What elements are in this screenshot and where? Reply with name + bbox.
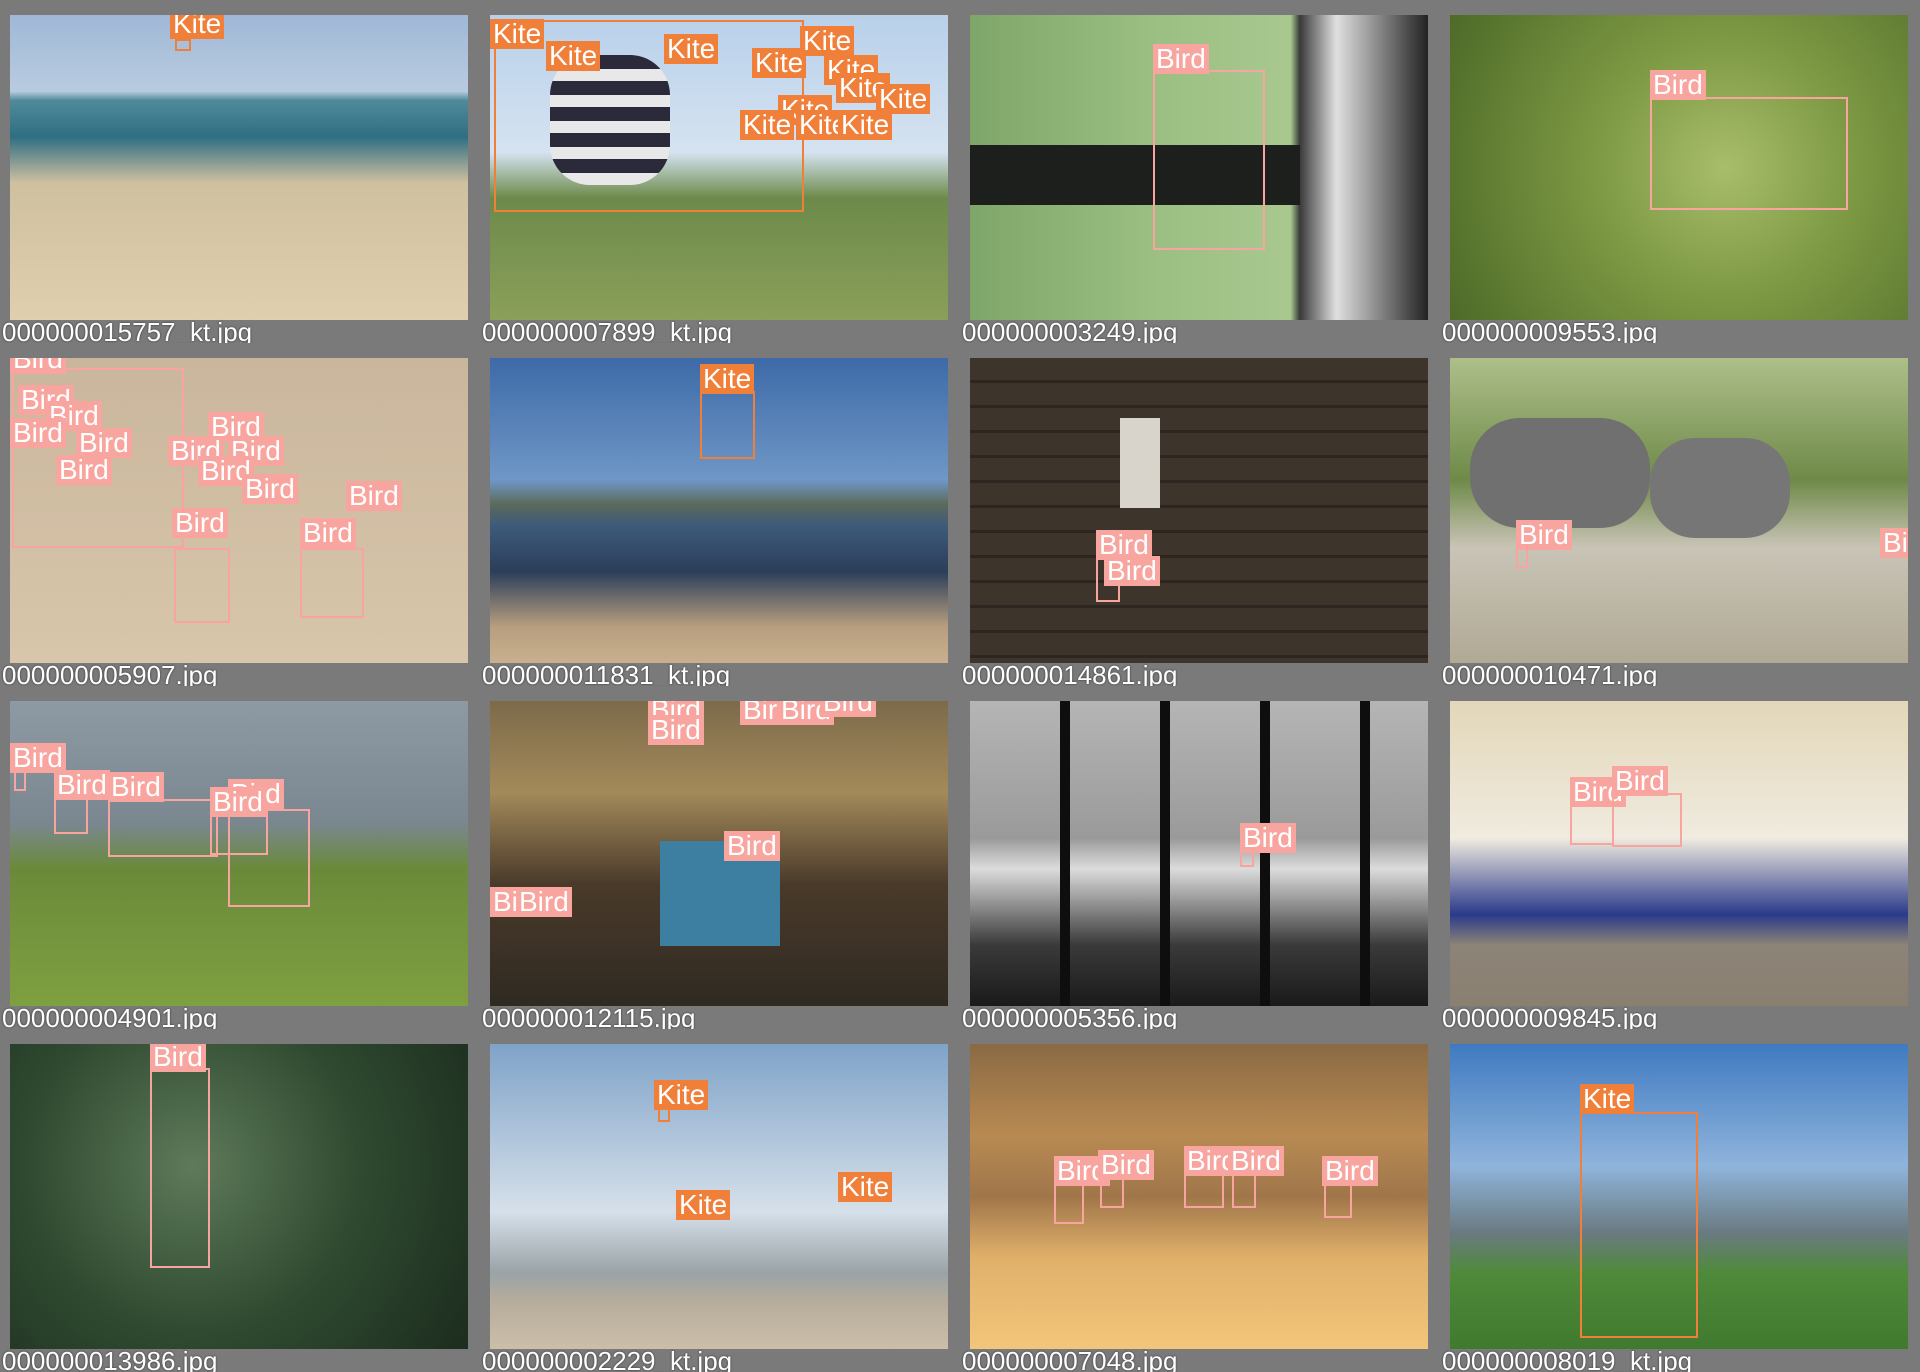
man-with-kite-photo: Kite [1450,1044,1908,1349]
tile-filename: 000000003249.jpg [962,317,1178,343]
hawk-in-foliage-photo: Bird [10,1044,468,1349]
tile-filename: 000000005907.jpg [2,660,218,686]
bird-label: Bird [56,455,112,485]
kite-label: Kite [824,55,879,85]
tile-filename: 000000007899_kt.jpg [482,317,733,343]
image-tile[interactable]: Bird 000000009553.jpg [1440,0,1920,343]
tile-filename: 000000010471.jpg [1442,660,1658,686]
tile-filename: 000000011831_kt.jpg [482,660,731,686]
people-on-beach-photo: Kite Kite Kite [490,1044,948,1349]
image-tile[interactable]: Kite Kite Kite Kite Kite Kite Kite Kite … [480,0,960,343]
kite-label: Kite [490,19,545,49]
tile-filename: 000000005356.jpg [962,1003,1178,1029]
tile-filename: 000000009845.jpg [1442,1003,1658,1029]
tile-filename: 000000002229_kt.jpg [482,1346,733,1372]
child-with-kites-photo: Kite Kite Kite Kite Kite Kite Kite Kite … [490,15,948,320]
image-tile[interactable]: Bird Bird Bird Bird Bird Bird Bird Bird … [480,686,960,1029]
tile-filename: 000000013986.jpg [2,1346,218,1372]
image-tile[interactable]: Bird Bird 000000009845.jpg [1440,686,1920,1029]
tile-filename: 000000008019_kt.jpg [1442,1346,1693,1372]
beach-photo: Kite [10,15,468,320]
tile-filename: 000000004901.jpg [2,1003,218,1029]
bird-label: Bird [54,770,110,800]
shorebirds-at-sunset-photo: Bird Bird Bird Bird Bird [970,1044,1428,1349]
bird-label: Bird [242,474,298,504]
bird-label: Bird [1516,520,1572,550]
image-tile[interactable]: Kite 000000015757_kt.jpg [0,0,480,343]
puffins-photo: Bird Bird Bird Bird Bird [10,701,468,1006]
cardinal-photo: Bird [1450,15,1908,320]
kite-label: Kite [700,364,755,394]
bird-label: Bird [150,1044,206,1072]
bird-label: Bird [46,401,102,431]
kite-label: Kite [1580,1084,1635,1114]
bird-label: Bird [516,887,572,917]
kite-label: Kite [740,110,795,140]
image-tile[interactable]: Bird Bird 000000014861.jpg [960,343,1440,686]
kite-over-bay-photo: Kite [490,358,948,663]
image-tile[interactable]: Kite 000000011831_kt.jpg [480,343,960,686]
bird-label: Bird [76,428,132,458]
image-tile[interactable]: Bird Bird 000000010471.jpg [1440,343,1920,686]
bird-label: Bird [1880,528,1908,558]
bird-label: Bird [1650,70,1706,100]
seagulls-on-beach-photo: Bird Bird Bird Bird Bird Bird Bird Bird … [10,358,468,663]
kite-label: Kite [838,110,893,140]
bird-label: Bird [1096,530,1152,560]
bird-label: Bird [10,418,66,448]
bird-label: Bird [1612,766,1668,796]
bird-label: Bird [346,481,402,511]
bird-market-photo: Bird Bird Bird Bird Bird Bird Bird Bird [490,701,948,1006]
bird-label: Bird [300,518,356,548]
tile-filename: 000000007048.jpg [962,1346,1178,1372]
wooden-shed-photo: Bird Bird [970,358,1428,663]
kite-label: Kite [664,34,719,64]
bird-label: Bird [724,831,780,861]
bird-label: Bird [108,772,164,802]
bird-on-window-photo: Bird [970,15,1428,320]
kite-label: Kite [546,41,601,71]
kite-label: Kite [876,84,931,114]
image-tile[interactable]: Bird Bird Bird Bird Bird 000000007048.jp… [960,1029,1440,1372]
tile-filename: 000000009553.jpg [1442,317,1658,343]
image-tile[interactable]: Bird 000000003249.jpg [960,0,1440,343]
kite-label: Kite [654,1080,709,1110]
tile-filename: 000000014861.jpg [962,660,1178,686]
bird-label: Bird [1322,1156,1378,1186]
image-tile[interactable]: Kite Kite Kite 000000002229_kt.jpg [480,1029,960,1372]
tile-filename: 000000012115.jpg [482,1003,696,1029]
kite-label: Kite [838,1172,893,1202]
kite-label: Kite [676,1190,731,1220]
bird-label: Bird [1104,556,1160,586]
elephants-photo: Bird Bird [1450,358,1908,663]
bird-label: Bird [210,787,266,817]
image-tile[interactable]: Bird 000000013986.jpg [0,1029,480,1372]
bird-label: Bird [1098,1150,1154,1180]
bus-photo: Bird Bird [1450,701,1908,1006]
image-tile[interactable]: Kite 000000008019_kt.jpg [1440,1029,1920,1372]
airport-plane-photo: Bird [970,701,1428,1006]
bird-label: Bird [1240,823,1296,853]
bird-label: Bird [1228,1146,1284,1176]
bird-label: Bird [648,715,704,745]
bird-label: Bird [10,358,66,374]
tile-filename: 000000015757_kt.jpg [2,317,253,343]
bird-label: Bird [10,743,66,773]
image-tile[interactable]: Bird 000000005356.jpg [960,686,1440,1029]
image-tile[interactable]: Bird Bird Bird Bird Bird 000000004901.jp… [0,686,480,1029]
kite-label: Kite [800,26,855,56]
kite-label: Kite [752,48,807,78]
bird-label: Bird [1153,44,1209,74]
kite-label: Kite [170,15,225,39]
image-tile[interactable]: Bird Bird Bird Bird Bird Bird Bird Bird … [0,343,480,686]
bird-label: Bird [820,701,876,717]
bird-label: Bird [172,508,228,538]
